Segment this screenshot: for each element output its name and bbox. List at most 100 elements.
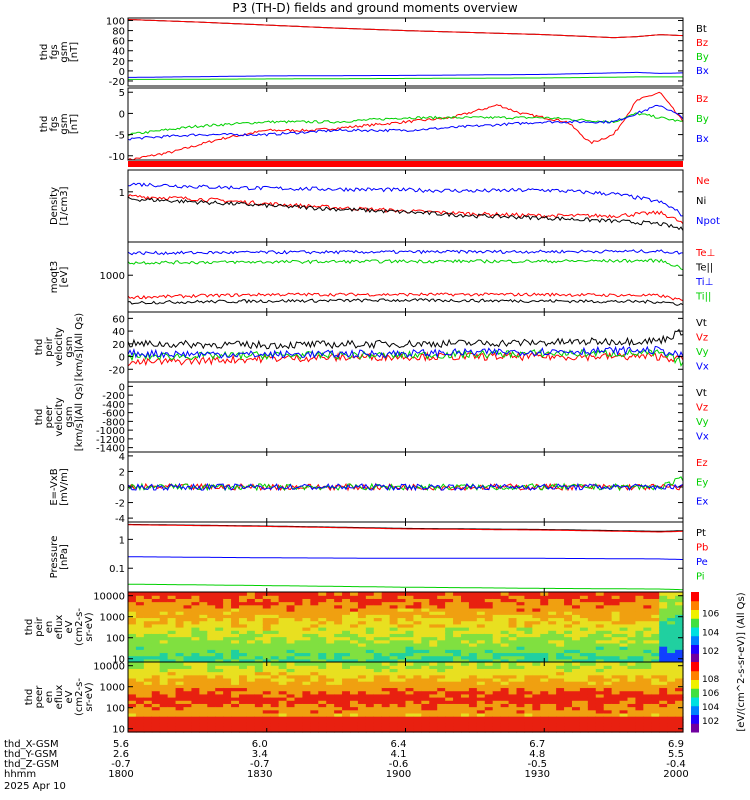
heatmap-cell — [286, 601, 296, 606]
heatmap-cell — [183, 658, 193, 663]
heatmap-cell — [532, 611, 541, 615]
heatmap-cell — [246, 703, 256, 708]
heatmap-cell — [548, 595, 557, 599]
heatmap-cell — [421, 639, 430, 644]
heatmap-cell — [318, 630, 327, 634]
heatmap-cell — [603, 674, 613, 679]
heatmap-cell — [357, 671, 367, 676]
heatmap-cell — [587, 722, 597, 727]
heatmap-cell — [484, 604, 494, 609]
heatmap-cell — [135, 674, 145, 679]
heatmap-cell — [215, 662, 224, 666]
heatmap-cell — [595, 722, 605, 727]
heatmap-cell — [548, 709, 557, 714]
heatmap-cell — [318, 620, 327, 625]
heatmap-cell — [183, 601, 193, 606]
legend-entry: Bz — [696, 38, 708, 49]
heatmap-cell — [405, 649, 415, 654]
colorbar-swatch — [691, 592, 699, 602]
heatmap-cell — [389, 646, 399, 650]
heatmap-cell — [421, 703, 430, 708]
heatmap-cell — [500, 716, 510, 720]
heatmap-cell — [310, 684, 319, 689]
heatmap-cell — [484, 693, 494, 698]
heatmap-cell — [246, 712, 256, 717]
heatmap-cell — [254, 595, 264, 599]
heatmap-cell — [310, 728, 319, 733]
heatmap-cell — [445, 646, 454, 650]
heatmap-cell — [468, 614, 478, 619]
heatmap-cell — [231, 722, 240, 727]
heatmap-cell — [278, 719, 288, 724]
heatmap-cell — [421, 662, 430, 666]
heatmap-cell — [239, 639, 248, 644]
heatmap-cell — [468, 646, 478, 650]
heatmap-cell — [429, 601, 438, 606]
heatmap-cell — [151, 700, 161, 704]
heatmap-cell — [239, 712, 248, 717]
heatmap-cell — [532, 697, 541, 701]
heatmap-cell — [286, 722, 296, 727]
heatmap-cell — [643, 636, 652, 641]
heatmap-cell — [405, 655, 415, 660]
heatmap-cell — [159, 595, 169, 599]
heatmap-cell — [579, 728, 589, 733]
heatmap-cell — [429, 617, 438, 622]
heatmap-cell — [579, 611, 589, 615]
heatmap-cell — [421, 630, 430, 634]
heatmap-cell — [167, 636, 177, 641]
heatmap-cell — [445, 592, 454, 596]
heatmap-cell — [334, 665, 343, 669]
heatmap-cell — [548, 617, 557, 622]
heatmap-cell — [191, 601, 200, 606]
heatmap-cell — [278, 598, 288, 603]
heatmap-cell — [603, 662, 613, 666]
heatmap-cell — [381, 697, 391, 701]
heatmap-cell — [159, 601, 169, 606]
heatmap-cell — [151, 671, 161, 676]
heatmap-cell — [389, 668, 399, 673]
heatmap-cell — [239, 655, 248, 660]
heatmap-cell — [643, 693, 652, 698]
heatmap-cell — [381, 706, 391, 711]
heatmap-cell — [484, 627, 494, 631]
heatmap-cell — [365, 598, 375, 603]
heatmap-cell — [595, 674, 605, 679]
heatmap-cell — [603, 595, 613, 599]
heatmap-cell — [548, 620, 557, 625]
heatmap-cell — [397, 693, 407, 698]
heatmap-cell — [675, 611, 684, 615]
heatmap-cell — [524, 627, 533, 631]
heatmap-cell — [246, 611, 256, 615]
heatmap-cell — [603, 665, 613, 669]
heatmap-cell — [587, 712, 597, 717]
heatmap-cell — [342, 697, 351, 701]
heatmap-cell — [421, 693, 430, 698]
heatmap-cell — [175, 722, 185, 727]
y-axis-label: en — [44, 621, 55, 634]
colorbar-swatch — [691, 688, 699, 698]
heatmap-cell — [207, 668, 216, 673]
heatmap-cell — [294, 671, 304, 676]
heatmap-cell — [500, 592, 510, 596]
heatmap-cell — [572, 592, 581, 596]
heatmap-cell — [326, 614, 335, 619]
heatmap-cell — [651, 630, 660, 634]
heatmap-cell — [246, 636, 256, 641]
heatmap-cell — [619, 728, 629, 733]
heatmap-cell — [651, 658, 660, 663]
heatmap-cell — [397, 697, 407, 701]
heatmap-cell — [413, 671, 422, 676]
heatmap-cell — [635, 627, 644, 631]
heatmap-cell — [207, 719, 216, 724]
heatmap-cell — [603, 706, 613, 711]
heatmap-cell — [667, 722, 676, 727]
heatmap-cell — [643, 601, 652, 606]
heatmap-cell — [556, 658, 565, 663]
heatmap-cell — [540, 655, 549, 660]
heatmap-cell — [128, 700, 137, 704]
heatmap-cell — [627, 617, 637, 622]
heatmap-cell — [437, 665, 446, 669]
heatmap-cell — [318, 719, 327, 724]
heatmap-cell — [619, 642, 629, 647]
